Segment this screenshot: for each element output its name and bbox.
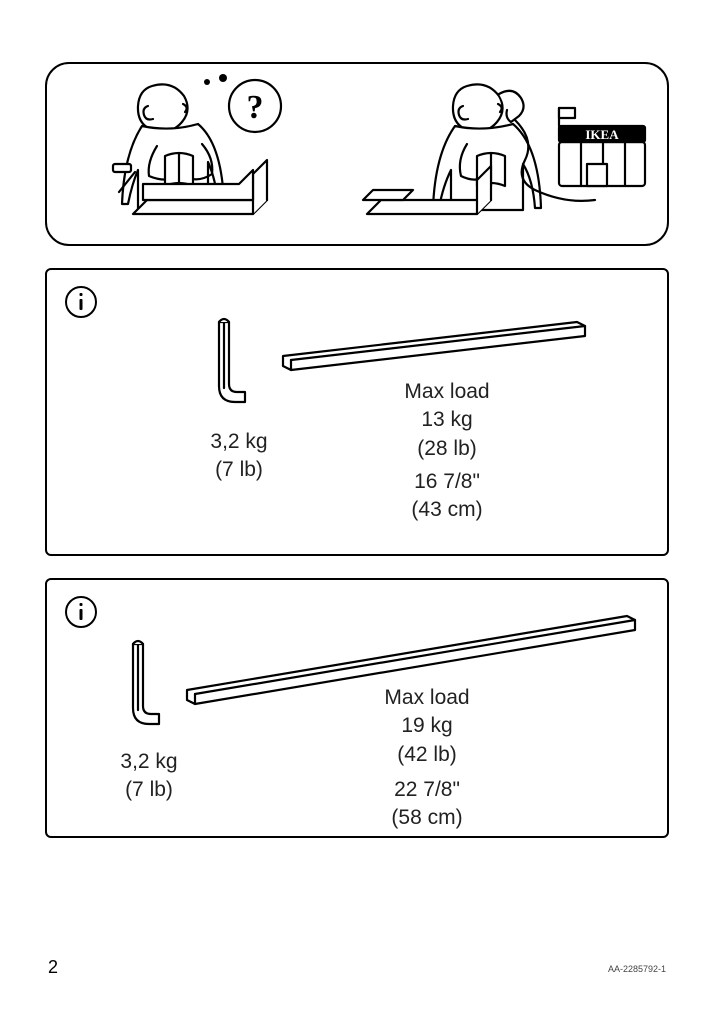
max-load-label: Max load — [384, 686, 469, 709]
length-in: 22 7/8" — [394, 778, 460, 801]
hook-weight-a: 3,2 kg (7 lb) — [189, 428, 289, 485]
max-load-lb: (28 lb) — [417, 437, 477, 460]
length-in: 16 7/8" — [414, 470, 480, 493]
instruction-page: ? — [0, 0, 714, 1012]
max-load-kg: 13 kg — [421, 408, 472, 431]
document-id: AA-2285792-1 — [608, 964, 666, 974]
length-cm: (58 cm) — [391, 806, 462, 829]
page-number: 2 — [48, 957, 58, 978]
hook-weight-lb: (7 lb) — [125, 778, 173, 801]
length-cm: (43 cm) — [411, 498, 482, 521]
ikea-store-label: IKEA — [585, 127, 619, 142]
info-panel-b: 3,2 kg (7 lb) Max load 19 kg (42 lb) 22 … — [45, 578, 669, 838]
max-load-kg: 19 kg — [401, 714, 452, 737]
panel-a-illustration — [47, 270, 671, 558]
hook-weight-lb: (7 lb) — [215, 458, 263, 481]
max-load-a: Max load 13 kg (28 lb) — [367, 378, 527, 463]
help-panel: ? — [45, 62, 669, 246]
max-load-label: Max load — [404, 380, 489, 403]
length-a: 16 7/8" (43 cm) — [367, 468, 527, 525]
hook-weight-kg: 3,2 kg — [120, 750, 177, 773]
max-load-lb: (42 lb) — [397, 743, 457, 766]
max-load-b: Max load 19 kg (42 lb) — [347, 684, 507, 769]
length-b: 22 7/8" (58 cm) — [347, 776, 507, 833]
hook-weight-kg: 3,2 kg — [210, 430, 267, 453]
hook-weight-b: 3,2 kg (7 lb) — [99, 748, 199, 805]
help-illustration: ? — [47, 64, 671, 248]
question-mark-icon: ? — [247, 89, 264, 126]
info-panel-a: 3,2 kg (7 lb) Max load 13 kg (28 lb) 16 … — [45, 268, 669, 556]
